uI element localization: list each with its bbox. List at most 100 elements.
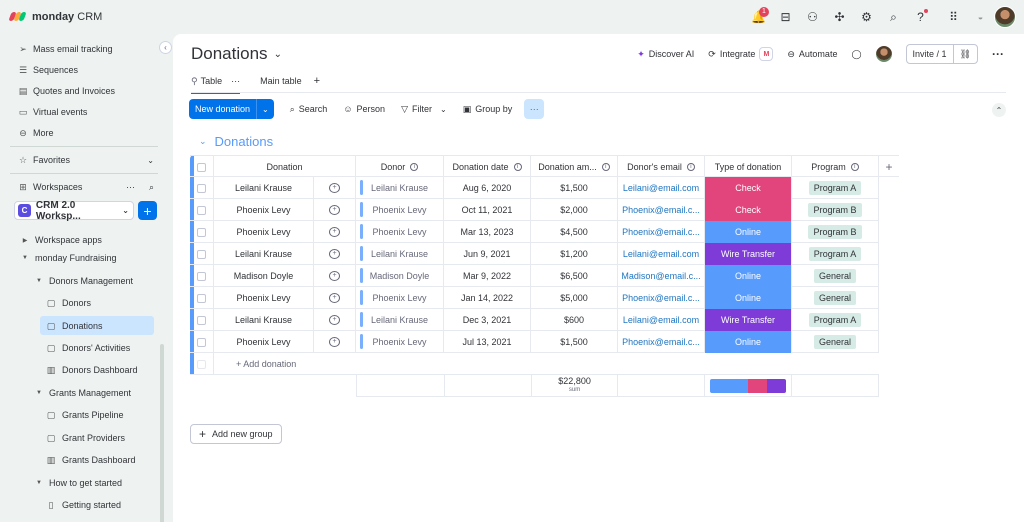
- donation-name-cell[interactable]: Leilani Krause: [214, 309, 314, 331]
- new-donation-button[interactable]: New donation ⌄: [189, 99, 274, 119]
- add-update-icon[interactable]: +: [329, 183, 340, 193]
- amount-cell[interactable]: $5,000: [531, 287, 618, 309]
- table-row[interactable]: Leilani Krause + Leilani Krause Jun 9, 2021…: [190, 243, 879, 265]
- table-row[interactable]: Phoenix Levy + Phoenix Levy Oct 11, 2021 $2,…: [190, 199, 879, 221]
- add-column-button[interactable]: +: [885, 160, 893, 174]
- toolbar-more-icon[interactable]: ···: [524, 99, 545, 119]
- checkbox[interactable]: [197, 337, 206, 347]
- row-checkbox-cell[interactable]: [190, 177, 214, 199]
- updates-cell[interactable]: +: [314, 287, 356, 309]
- invite-members-icon[interactable]: ⚇: [807, 10, 818, 24]
- chevron-down-icon[interactable]: ⌄: [262, 104, 269, 114]
- amount-cell[interactable]: $1,500: [531, 177, 618, 199]
- program-cell[interactable]: Program A: [792, 177, 879, 199]
- row-checkbox-cell[interactable]: [190, 331, 214, 353]
- program-cell[interactable]: General: [792, 287, 879, 309]
- checkbox[interactable]: [197, 293, 206, 303]
- date-cell[interactable]: Mar 9, 2022: [444, 265, 531, 287]
- donor-email-link[interactable]: Leilani@email.com: [622, 315, 700, 325]
- sidebar-item-mass-email[interactable]: ➢ Mass email tracking: [19, 43, 113, 55]
- tree-folder-donors-management[interactable]: ▼ Donors Management: [34, 273, 133, 289]
- updates-cell[interactable]: +: [314, 309, 356, 331]
- tree-board-donations[interactable]: ▢ Donations: [46, 320, 103, 332]
- date-cell[interactable]: Jul 13, 2021: [444, 331, 531, 353]
- tree-item-monday-fundraising[interactable]: ▼ monday Fundraising: [20, 250, 117, 266]
- tree-board-grant-providers[interactable]: ▢ Grant Providers: [46, 432, 126, 444]
- program-cell[interactable]: Program B: [792, 199, 879, 221]
- column-header-donation[interactable]: Donation: [214, 156, 356, 178]
- info-icon[interactable]: i: [686, 163, 695, 171]
- column-header-4[interactable]: Donor's email i: [618, 156, 705, 178]
- type-status-label[interactable]: Online: [705, 221, 791, 243]
- date-cell[interactable]: Aug 6, 2020: [444, 177, 531, 199]
- program-tag[interactable]: General: [813, 335, 857, 349]
- type-status-label[interactable]: Wire Transfer: [705, 243, 791, 265]
- checkbox[interactable]: [197, 249, 206, 259]
- date-cell[interactable]: Mar 13, 2023: [444, 221, 531, 243]
- row-checkbox-cell[interactable]: [190, 287, 214, 309]
- sidebar-item-quotes[interactable]: ▤ Quotes and Invoices: [18, 85, 116, 97]
- row-checkbox-cell[interactable]: [190, 243, 214, 265]
- tree-board-donors-activities[interactable]: ▢ Donors' Activities: [46, 342, 131, 354]
- amount-cell[interactable]: $4,500: [531, 221, 618, 243]
- board-title[interactable]: Donations ⌄: [191, 44, 282, 63]
- donor-cell[interactable]: Phoenix Levy: [356, 199, 444, 221]
- email-cell[interactable]: Phoenix@email.c...: [618, 331, 705, 353]
- logo[interactable]: monday CRM: [8, 11, 102, 23]
- column-header-5[interactable]: Type of donation: [705, 156, 792, 178]
- donation-name-cell[interactable]: Phoenix Levy: [214, 287, 314, 309]
- automate-button[interactable]: ⊖ Automate: [787, 48, 838, 60]
- add-view-button[interactable]: +: [313, 75, 321, 87]
- donor-email-link[interactable]: Phoenix@email.c...: [622, 293, 700, 303]
- donor-cell[interactable]: Leilani Krause: [356, 309, 444, 331]
- add-new-group-button[interactable]: + Add new group: [190, 424, 282, 444]
- program-tag[interactable]: Program A: [808, 247, 862, 261]
- email-cell[interactable]: Leilani@email.com: [618, 177, 705, 199]
- copy-link-icon[interactable]: ⛓: [959, 48, 971, 59]
- type-cell[interactable]: Check: [705, 177, 792, 199]
- program-cell[interactable]: Program A: [792, 309, 879, 331]
- sidebar-item-sequences[interactable]: ☰ Sequences: [18, 64, 79, 76]
- donation-name-cell[interactable]: Madison Doyle: [214, 265, 314, 287]
- donor-email-link[interactable]: Phoenix@email.c...: [622, 205, 700, 215]
- checkbox[interactable]: [197, 162, 206, 172]
- column-header-3[interactable]: Donation am... i: [531, 156, 618, 178]
- updates-cell[interactable]: +: [314, 199, 356, 221]
- table-row[interactable]: Leilani Krause + Leilani Krause Aug 6, 2020…: [190, 177, 879, 199]
- checkbox[interactable]: [197, 183, 206, 193]
- add-update-icon[interactable]: +: [329, 315, 340, 325]
- filter-button[interactable]: ▽ Filter ⌄: [401, 103, 447, 115]
- donor-cell[interactable]: Phoenix Levy: [356, 221, 444, 243]
- tab-table[interactable]: ⚲ Table ···: [191, 71, 241, 94]
- table-row[interactable]: Phoenix Levy + Phoenix Levy Mar 13, 2023 $4,…: [190, 221, 879, 243]
- program-tag[interactable]: General: [813, 291, 857, 305]
- row-checkbox-cell[interactable]: [190, 265, 214, 287]
- discover-ai-button[interactable]: ✦ Discover AI: [637, 48, 695, 60]
- updates-cell[interactable]: +: [314, 243, 356, 265]
- add-update-icon[interactable]: +: [329, 337, 340, 347]
- email-cell[interactable]: Phoenix@email.c...: [618, 199, 705, 221]
- user-avatar[interactable]: [994, 6, 1016, 28]
- donor-email-link[interactable]: Madison@email.c...: [621, 271, 701, 281]
- type-cell[interactable]: Check: [705, 199, 792, 221]
- type-status-label[interactable]: Online: [705, 287, 791, 309]
- type-cell[interactable]: Wire Transfer: [705, 309, 792, 331]
- checkbox[interactable]: [197, 271, 206, 281]
- donation-name-cell[interactable]: Leilani Krause: [214, 243, 314, 265]
- info-icon[interactable]: i: [601, 163, 610, 171]
- type-status-label[interactable]: Wire Transfer: [705, 309, 791, 331]
- board-member-avatar[interactable]: [875, 46, 892, 62]
- column-header-6[interactable]: Program i: [792, 156, 879, 178]
- add-update-icon[interactable]: +: [329, 271, 340, 281]
- type-distribution-cell[interactable]: [705, 375, 793, 397]
- column-header-2[interactable]: Donation date i: [444, 156, 531, 178]
- add-donation-input[interactable]: + Add donation: [236, 359, 297, 369]
- program-cell[interactable]: General: [792, 265, 879, 287]
- tree-item-workspace-apps[interactable]: ▶ Workspace apps: [20, 232, 102, 248]
- info-icon[interactable]: i: [410, 163, 419, 171]
- email-cell[interactable]: Leilani@email.com: [618, 243, 705, 265]
- row-checkbox-cell[interactable]: [190, 309, 214, 331]
- donor-email-link[interactable]: Leilani@email.com: [622, 183, 700, 193]
- donor-cell[interactable]: Leilani Krause: [356, 177, 444, 199]
- tree-doc-getting-started[interactable]: ▯ Getting started: [46, 497, 122, 513]
